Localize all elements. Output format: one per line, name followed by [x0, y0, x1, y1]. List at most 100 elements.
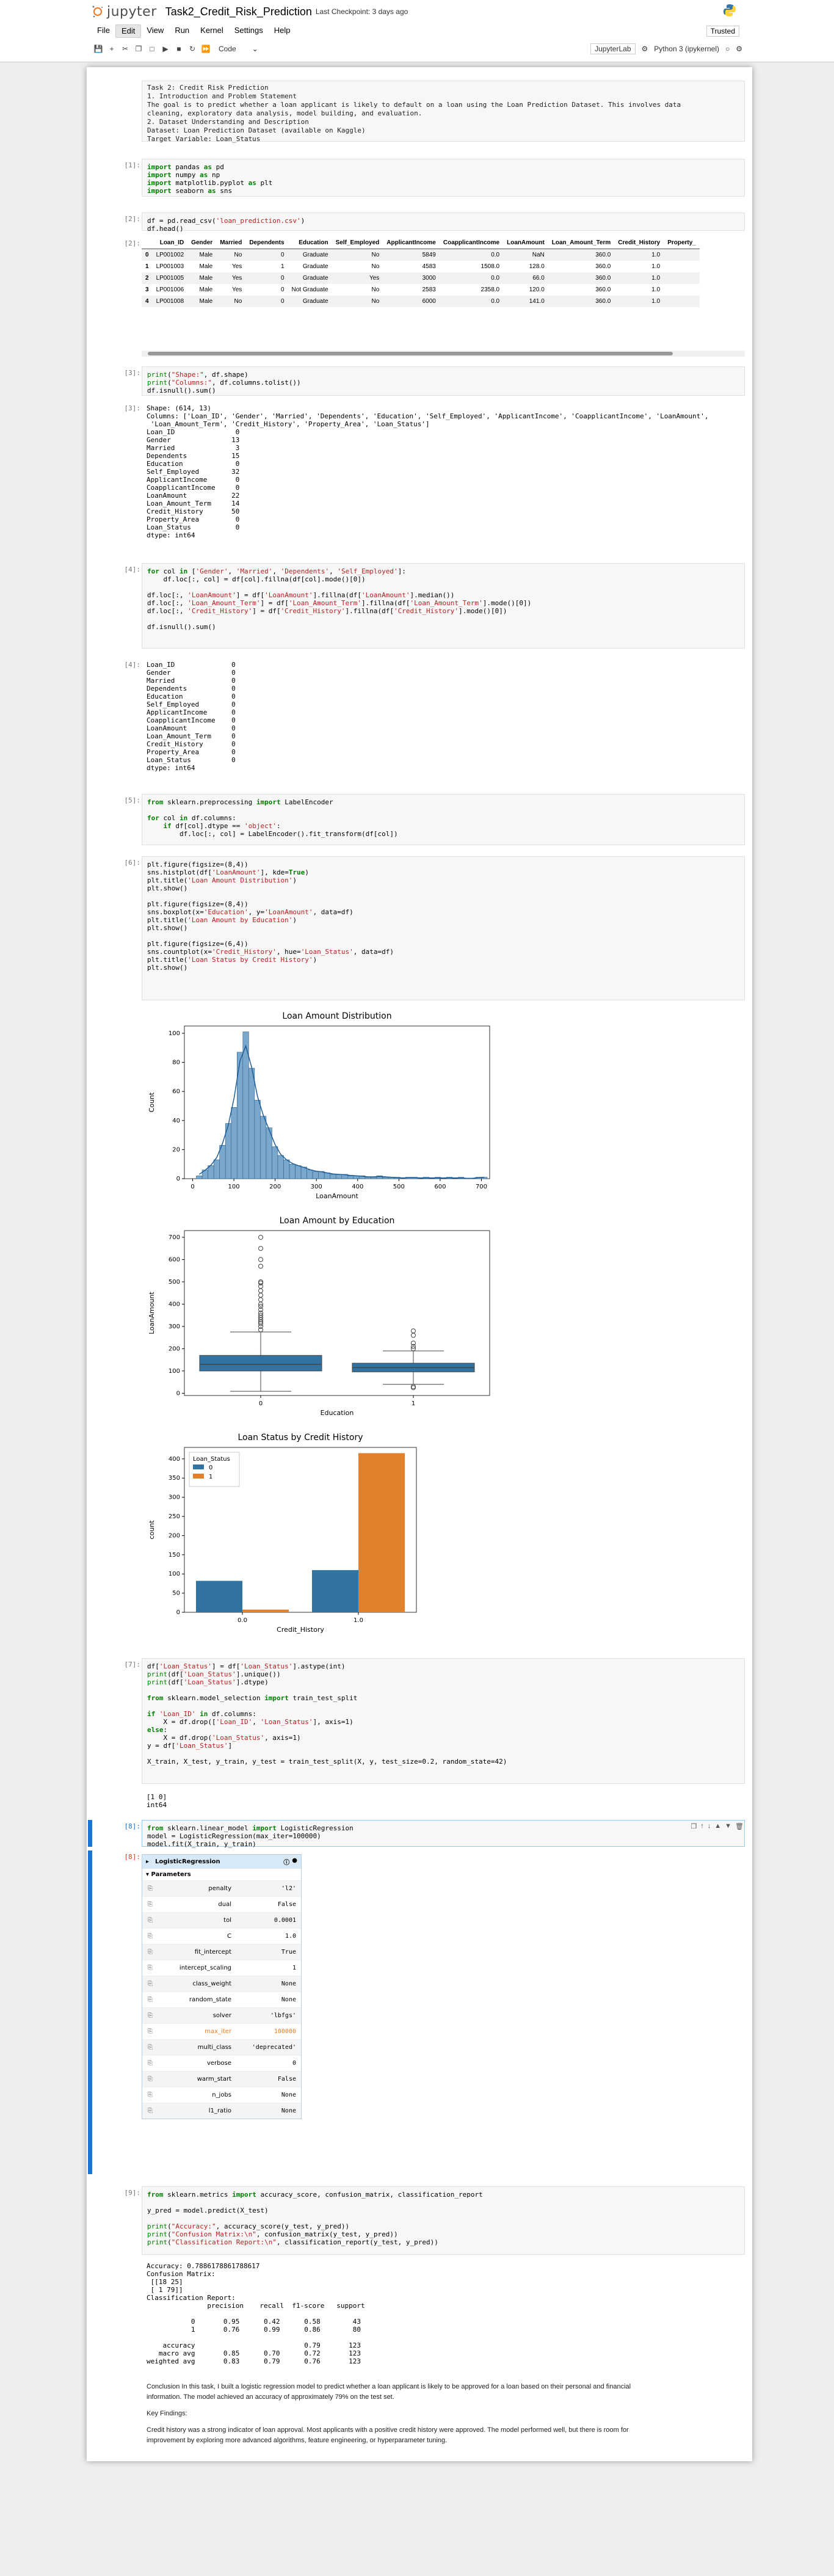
parameter-row[interactable]: ⎘ dual False: [142, 1896, 301, 1912]
parameter-row[interactable]: ⎘ fit_intercept True: [142, 1944, 301, 1960]
copy-icon[interactable]: ⎘: [148, 2108, 153, 2114]
help-icon[interactable]: ⓘ: [283, 1859, 290, 1866]
parameter-row[interactable]: ⎘ verbose 0: [142, 2055, 301, 2071]
parameter-row[interactable]: ⎘ tol 0.0001: [142, 1912, 301, 1928]
add-cell-icon[interactable]: +: [109, 45, 114, 53]
copy-icon[interactable]: ⎘: [148, 1981, 153, 1987]
menu-file[interactable]: File: [97, 26, 110, 35]
copy-icon[interactable]: ⎘: [148, 2092, 153, 2098]
copy-icon[interactable]: ⎘: [148, 2028, 153, 2035]
move-up-icon[interactable]: ↑: [700, 1822, 704, 1830]
cell-prompt: [1]:: [124, 161, 141, 169]
histogram-bar: [335, 1174, 343, 1179]
paste-icon[interactable]: □: [150, 45, 154, 53]
menu-help[interactable]: Help: [274, 26, 291, 35]
code-input[interactable]: df = pd.read_csv('loan_prediction.csv') …: [142, 213, 745, 233]
code-cell[interactable]: [1]: import pandas as pd import numpy as…: [92, 159, 747, 200]
histogram-bar: [306, 1170, 313, 1179]
code-cell[interactable]: [2]: df = pd.read_csv('loan_prediction.c…: [92, 213, 747, 233]
jupyterlab-button[interactable]: JupyterLab: [590, 43, 636, 54]
notebook-title[interactable]: Task2_Credit_Risk_Prediction: [165, 5, 312, 18]
code-cell[interactable]: [3]: print("Shape:", df.shape) print("Co…: [92, 366, 747, 397]
code-input[interactable]: import pandas as pd import numpy as np i…: [142, 159, 745, 197]
code-cell[interactable]: [4]: for col in ['Gender', 'Married', 'D…: [92, 563, 747, 655]
code-input[interactable]: from sklearn.preprocessing import LabelE…: [142, 794, 745, 845]
copy-icon[interactable]: ⎘: [148, 2012, 153, 2019]
cut-icon[interactable]: ✂: [121, 45, 129, 53]
run-icon[interactable]: ▶: [162, 45, 169, 53]
parameter-row[interactable]: ⎘ intercept_scaling 1: [142, 1960, 301, 1976]
horizontal-scrollbar[interactable]: [142, 351, 745, 357]
cell-prompt: [9]:: [124, 2189, 141, 2197]
copy-icon[interactable]: ⎘: [148, 2044, 153, 2051]
menu-view[interactable]: View: [147, 26, 164, 35]
parameter-row[interactable]: ⎘ penalty 'l2': [142, 1880, 301, 1896]
code-cell[interactable]: [7]: df['Loan_Status'] = df['Loan_Status…: [92, 1658, 747, 1785]
cell-toolbar: ❐ ↑ ↓ ▲ ▼ 🗑: [691, 1822, 744, 1830]
copy-icon[interactable]: ⎘: [148, 1996, 153, 2003]
parameter-row[interactable]: ⎘ multi_class 'deprecated': [142, 2039, 301, 2055]
parameters-header[interactable]: ▾ Parameters: [142, 1868, 301, 1880]
copy-icon[interactable]: ⎘: [148, 1965, 153, 1971]
parameter-row[interactable]: ⎘ warm_start False: [142, 2071, 301, 2087]
histogram-bar: [312, 1171, 319, 1179]
code-cell-selected[interactable]: [8]: from sklearn.linear_model import Lo…: [92, 1820, 747, 1848]
jupyter-logo[interactable]: jupyter: [92, 4, 157, 20]
histogram-bar: [254, 1100, 261, 1179]
histogram-bar: [481, 1177, 488, 1179]
scrollbar-thumb[interactable]: [148, 352, 673, 355]
x-tick-label: 0: [190, 1184, 194, 1190]
copy-icon[interactable]: ⎘: [148, 1949, 153, 1956]
delete-icon[interactable]: 🗑: [735, 1823, 744, 1830]
markdown-cell[interactable]: Task 2: Credit Risk Prediction 1. Introd…: [92, 81, 747, 148]
duplicate-icon[interactable]: ❐: [691, 1823, 697, 1830]
insert-below-icon[interactable]: ▼: [725, 1822, 732, 1830]
fast-forward-icon[interactable]: ⏩: [201, 45, 211, 53]
copy-icon[interactable]: ⎘: [148, 1885, 153, 1892]
key-findings-heading: Key Findings:: [147, 2410, 187, 2417]
trusted-badge[interactable]: Trusted: [706, 26, 739, 37]
parameter-row[interactable]: ⎘ n_jobs None: [142, 2087, 301, 2103]
menu-kernel[interactable]: Kernel: [200, 26, 223, 35]
code-input[interactable]: plt.figure(figsize=(8,4)) sns.histplot(d…: [142, 856, 745, 1000]
conclusion-line: Conclusion In this task, I built a logis…: [147, 2383, 631, 2390]
copy-icon[interactable]: ❐: [135, 45, 142, 53]
parameter-row[interactable]: ⎘ l1_ratio None: [142, 2103, 301, 2119]
markdown-cell[interactable]: Conclusion In this task, I built a logis…: [92, 2382, 747, 2455]
y-tick-label: 100: [169, 1030, 180, 1037]
debug-icon[interactable]: ⚙: [641, 45, 648, 53]
parameter-row[interactable]: ⎘ C 1.0: [142, 1928, 301, 1944]
insert-above-icon[interactable]: ▲: [714, 1822, 722, 1830]
parameter-name: C: [227, 1933, 231, 1940]
parameter-row[interactable]: ⎘ class_weight None: [142, 1976, 301, 1992]
menu-edit[interactable]: Edit: [115, 24, 142, 38]
move-down-icon[interactable]: ↓: [707, 1822, 711, 1830]
code-input[interactable]: df['Loan_Status'] = df['Loan_Status'].as…: [142, 1658, 745, 1784]
code-input[interactable]: for col in ['Gender', 'Married', 'Depend…: [142, 563, 745, 649]
code-cell[interactable]: [6]: plt.figure(figsize=(8,4)) sns.histp…: [92, 856, 747, 1003]
cell-selection-bar[interactable]: [88, 1820, 92, 1847]
menu-run[interactable]: Run: [175, 26, 190, 35]
copy-icon[interactable]: ⎘: [148, 1933, 153, 1940]
menu-settings[interactable]: Settings: [234, 26, 263, 35]
copy-icon[interactable]: ⎘: [148, 1917, 153, 1924]
save-icon[interactable]: 💾: [93, 45, 103, 53]
kernel-name[interactable]: Python 3 (ipykernel): [654, 45, 719, 53]
parameter-row[interactable]: ⎘ random_state None: [142, 1992, 301, 2007]
copy-icon[interactable]: ⎘: [148, 1901, 153, 1908]
output-selection-bar[interactable]: [88, 1850, 92, 2174]
estimator-header[interactable]: ▸ LogisticRegression ⓘ ●: [142, 1855, 301, 1868]
restart-icon[interactable]: ↻: [189, 45, 196, 53]
parameter-row[interactable]: ⎘ solver 'lbfgs': [142, 2007, 301, 2023]
cell-type-select[interactable]: Code ⌄: [219, 45, 258, 53]
copy-icon[interactable]: ⎘: [148, 2060, 153, 2067]
settings-icon[interactable]: ⚙: [736, 45, 742, 53]
code-cell[interactable]: [5]: from sklearn.preprocessing import L…: [92, 794, 747, 849]
code-cell[interactable]: [9]: from sklearn.metrics import accurac…: [92, 2186, 747, 2258]
code-input[interactable]: from sklearn.metrics import accuracy_sco…: [142, 2186, 745, 2255]
code-input[interactable]: print("Shape:", df.shape) print("Columns…: [142, 366, 745, 396]
stop-icon[interactable]: ■: [176, 45, 181, 53]
parameter-row[interactable]: ⎘ max_iter 100000: [142, 2023, 301, 2039]
copy-icon[interactable]: ⎘: [148, 2076, 153, 2083]
code-input[interactable]: from sklearn.linear_model import Logisti…: [142, 1820, 745, 1848]
